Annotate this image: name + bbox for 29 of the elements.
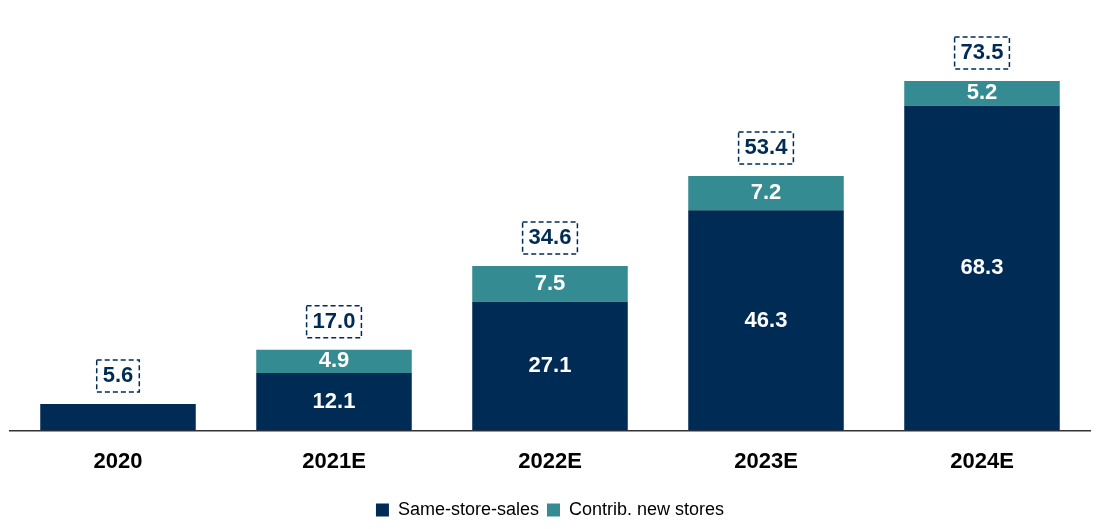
- bar: [472, 265, 628, 302]
- data-label: 68.3: [960, 254, 1004, 280]
- legend-label: Contrib. new stores: [568, 498, 725, 519]
- x-tick-label: 2021E: [302, 447, 366, 473]
- bar: [256, 349, 412, 374]
- total-label: 34.6: [528, 224, 572, 250]
- data-label: 5.2: [966, 79, 998, 105]
- data-label: 4.9: [318, 347, 350, 373]
- total-label: 53.4: [744, 134, 789, 160]
- bar: [256, 373, 412, 431]
- bar: [688, 210, 844, 431]
- data-label: 7.5: [534, 269, 566, 295]
- bar: [40, 403, 196, 431]
- x-tick-label: 2024E: [950, 447, 1014, 473]
- data-label: 7.2: [750, 179, 782, 205]
- data-label: 12.1: [312, 387, 356, 413]
- bar: [472, 301, 628, 431]
- x-tick-label: 2022E: [518, 447, 582, 473]
- bar: [688, 176, 844, 211]
- total-label: 73.5: [960, 38, 1004, 64]
- data-label: 46.3: [744, 306, 788, 332]
- total-label: 17.0: [312, 307, 356, 333]
- legend-label: Same-store-sales: [397, 498, 539, 519]
- bar: [904, 105, 1060, 431]
- x-tick-label: 2023E: [734, 447, 798, 473]
- data-label: 27.1: [528, 352, 572, 378]
- x-tick-label: 2020: [93, 447, 143, 473]
- bar: [904, 80, 1060, 106]
- total-label: 5.6: [102, 362, 134, 388]
